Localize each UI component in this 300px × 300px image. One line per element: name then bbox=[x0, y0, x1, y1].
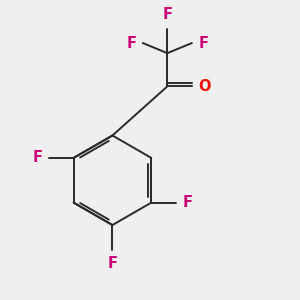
Text: F: F bbox=[126, 35, 136, 50]
Text: O: O bbox=[198, 79, 211, 94]
Text: F: F bbox=[33, 150, 43, 165]
Text: F: F bbox=[198, 35, 208, 50]
Text: F: F bbox=[182, 195, 192, 210]
Text: F: F bbox=[107, 256, 117, 271]
Text: F: F bbox=[162, 7, 172, 22]
